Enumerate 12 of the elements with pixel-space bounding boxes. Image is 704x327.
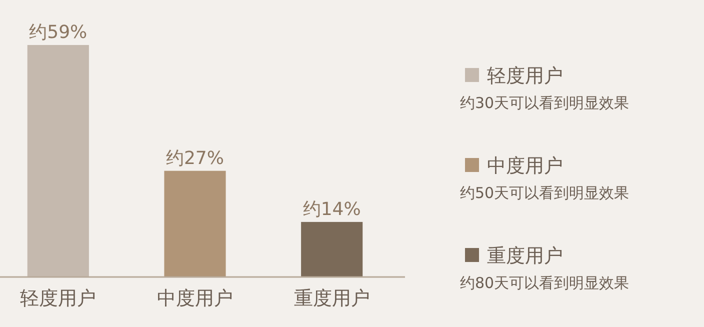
text: 约50天可以看到明显效果 [460,184,630,202]
x-tick-label: 轻度用户 [20,288,96,310]
text: 约30天可以看到明显效果 [460,94,630,112]
category-label: 轻度用户 [487,65,563,87]
x-tick-label: 中度用户 [157,288,233,310]
category-label: 中度用户 [487,155,563,177]
data-label: 约27% [166,148,224,169]
data-label: 约59% [29,22,88,43]
data-label: 约14% [302,198,361,220]
x-tick-label: 重度用户 [294,288,370,310]
text: 约80天可以看到明显效果 [460,274,630,292]
category-label: 重度用户 [487,245,563,267]
